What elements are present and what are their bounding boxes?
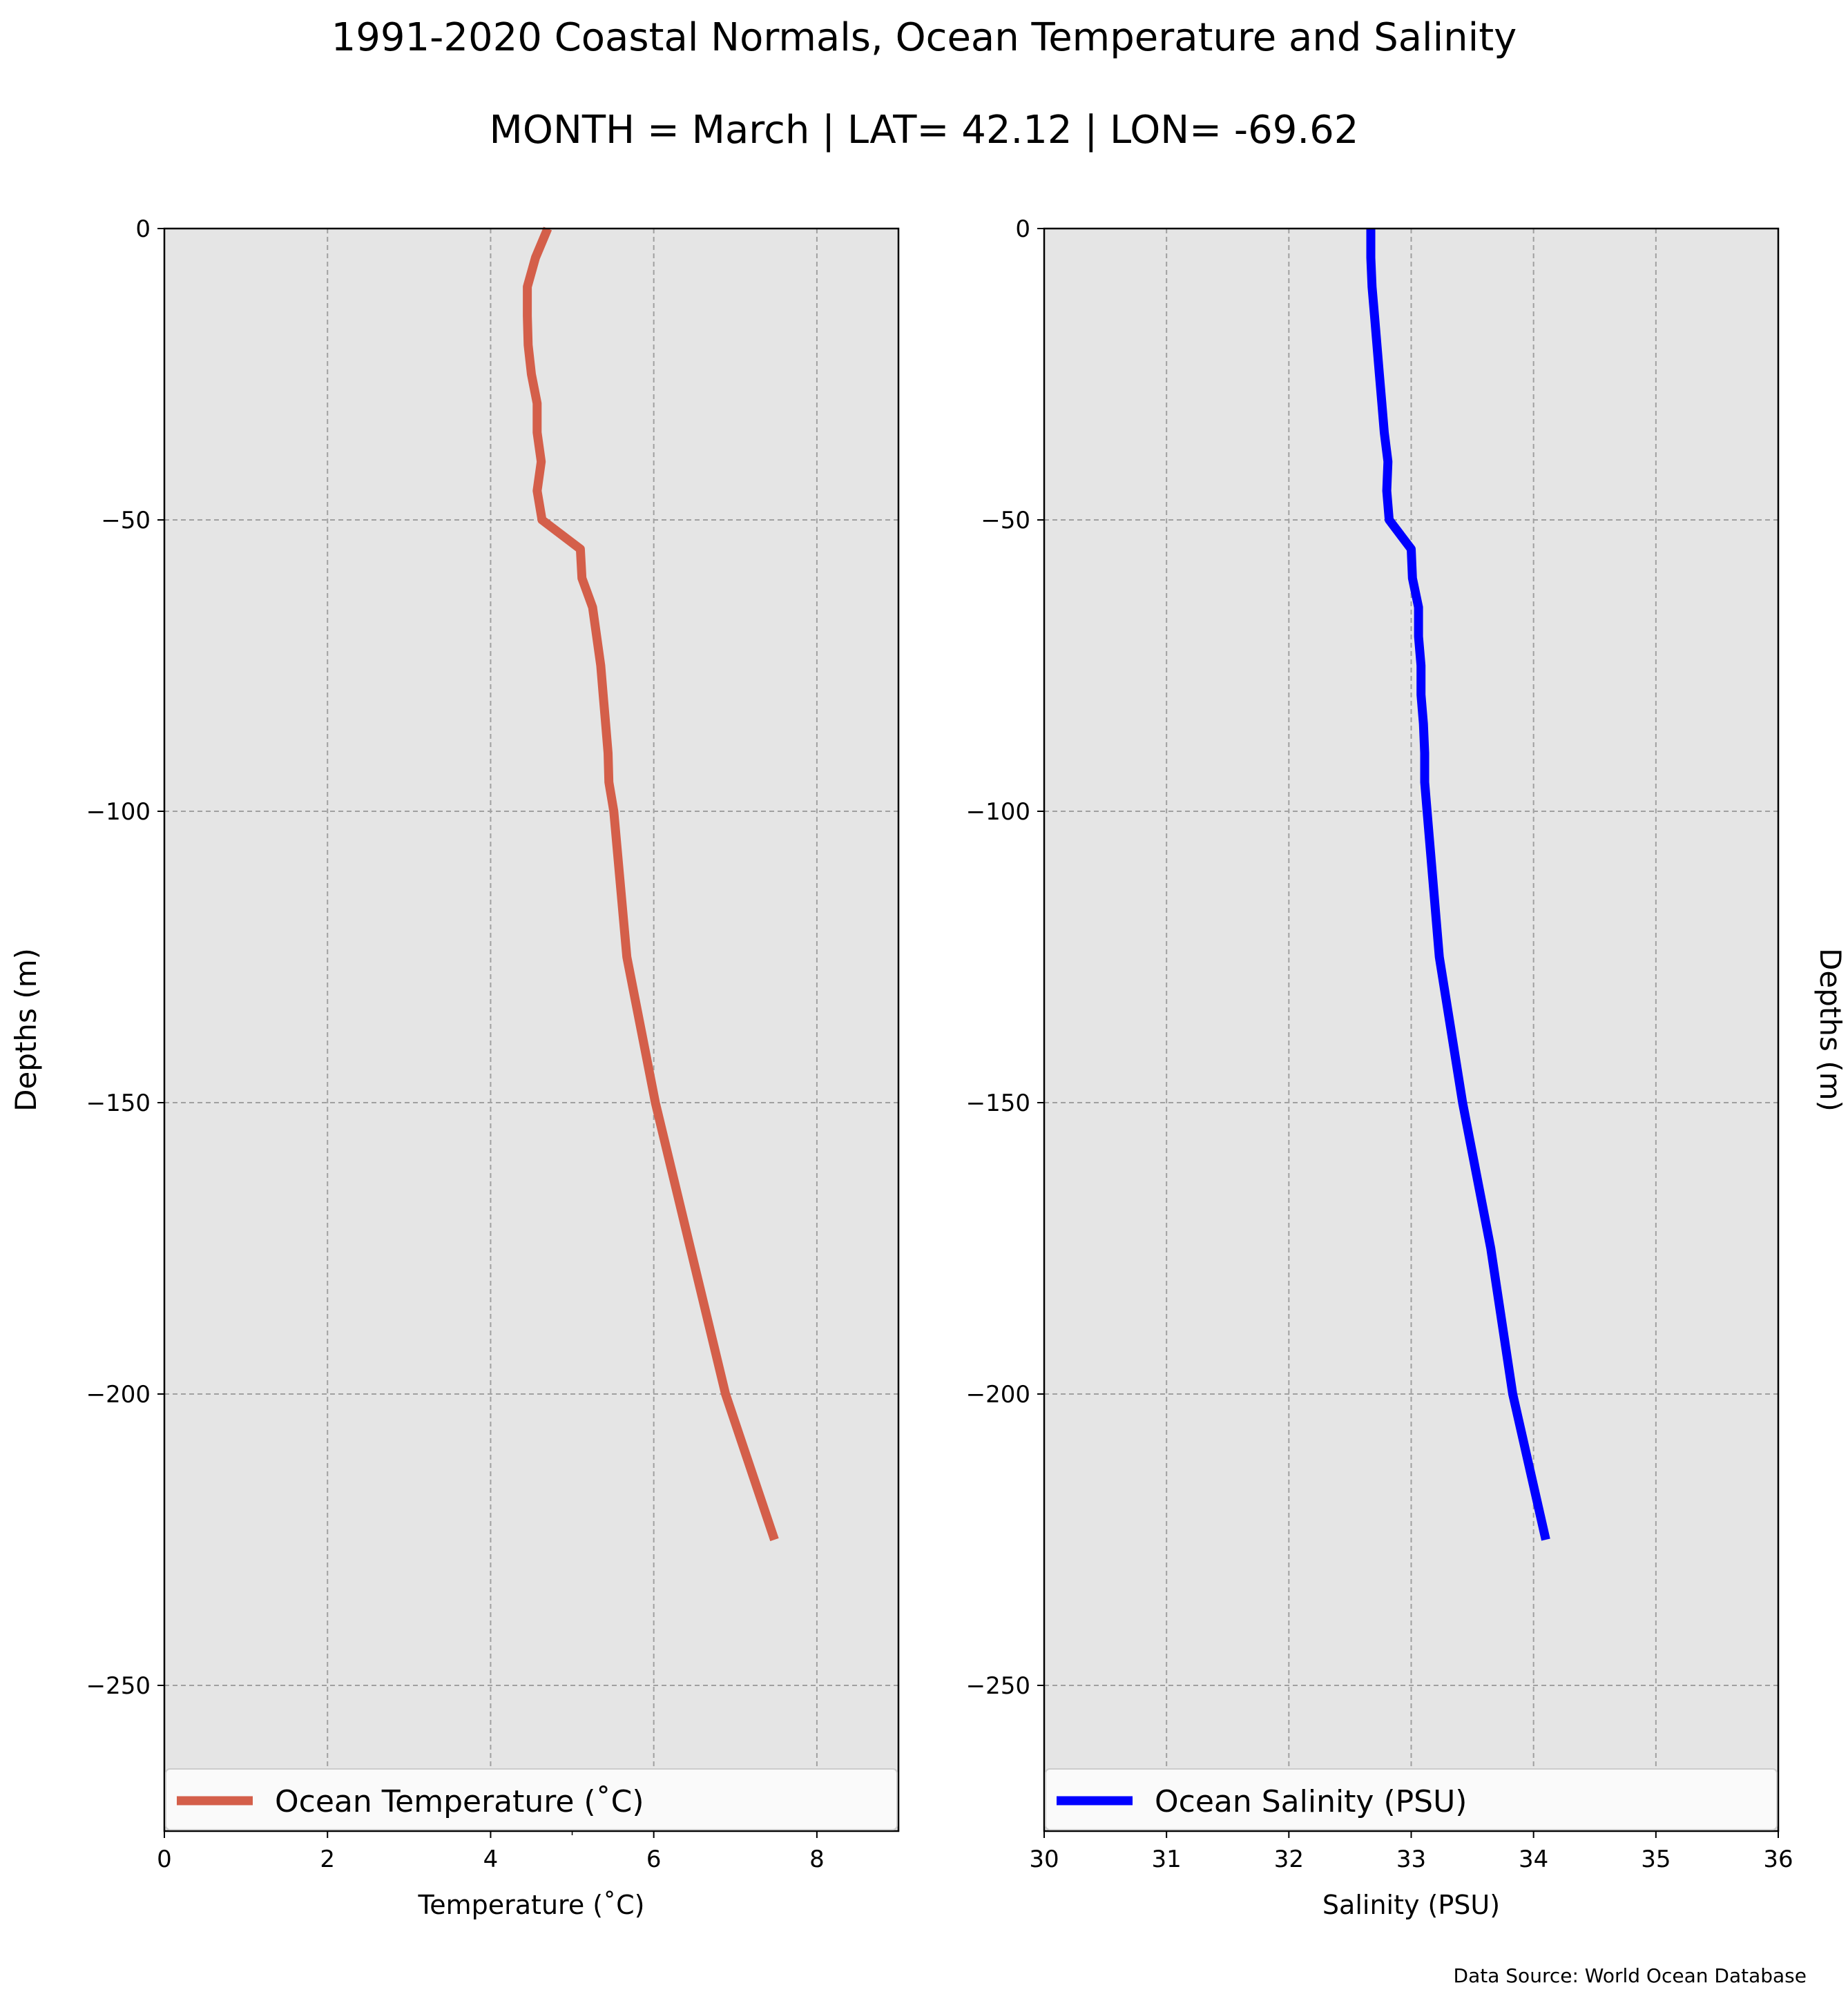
x-tick-label: 36 <box>1763 1846 1793 1873</box>
x-tick-label: 35 <box>1641 1846 1671 1873</box>
y-tick-label: −150 <box>86 1090 151 1117</box>
data-source-note: Data Source: World Ocean Database <box>1453 1964 1807 1987</box>
legend-box <box>1045 1768 1778 1830</box>
series-line <box>523 226 779 1542</box>
axes-frame <box>163 227 900 1832</box>
legend: Ocean Salinity (PSU) <box>1045 1768 1778 1830</box>
y-tick-label: −250 <box>86 1672 151 1700</box>
y-tick-label: −150 <box>966 1090 1030 1117</box>
chart-panel-salinity: 30 31 32 33 34 35 36 0 −50 −100 −150 −200 −250 Salini… <box>966 215 1847 1920</box>
y-tick-label: −100 <box>86 798 151 826</box>
x-tick-label: 34 <box>1519 1846 1548 1873</box>
x-tick-label: 0 <box>157 1846 172 1873</box>
legend: Ocean Temperature (˚C) <box>165 1768 898 1830</box>
x-tick-label: 4 <box>483 1846 499 1873</box>
plot-area-background <box>164 229 898 1831</box>
x-axis-label: Temperature (˚C) <box>418 1890 645 1920</box>
x-tick-label: 30 <box>1029 1846 1059 1873</box>
y-tick-label: 0 <box>135 215 151 243</box>
x-tick-label: 31 <box>1152 1846 1182 1873</box>
y-tick-label: −100 <box>966 798 1030 826</box>
x-axis-label: Salinity (PSU) <box>1322 1890 1500 1920</box>
chart-panel-temperature: 0 2 4 6 8 0 −50 −100 −150 −200 −250 Temperature (˚C… <box>9 215 900 1920</box>
legend-label: Ocean Temperature (˚C) <box>275 1784 644 1819</box>
y-tick-label: −50 <box>101 507 151 534</box>
legend-label: Ocean Salinity (PSU) <box>1155 1784 1467 1819</box>
legend-box <box>165 1768 898 1830</box>
x-tick-label: 6 <box>646 1846 662 1873</box>
x-tick-label: 2 <box>320 1846 335 1873</box>
chart-subtitle: MONTH = March | LAT= 42.12 | LON= -69.62 <box>489 108 1359 153</box>
y-tick-label: −250 <box>966 1672 1030 1700</box>
x-tick-label: 32 <box>1274 1846 1304 1873</box>
y-axis-label: Depths (m) <box>1813 948 1847 1112</box>
y-tick-label: −50 <box>981 507 1030 534</box>
x-tick-label: 33 <box>1396 1846 1426 1873</box>
y-tick-label: 0 <box>1015 215 1030 243</box>
chart-title: 1991-2020 Coastal Normals, Ocean Tempera… <box>331 15 1517 60</box>
series-line <box>1366 229 1550 1541</box>
y-tick-label: −200 <box>86 1381 151 1409</box>
y-axis-label: Depths (m) <box>9 948 43 1112</box>
y-tick-label: −200 <box>966 1381 1030 1409</box>
x-tick-label: 8 <box>809 1846 825 1873</box>
